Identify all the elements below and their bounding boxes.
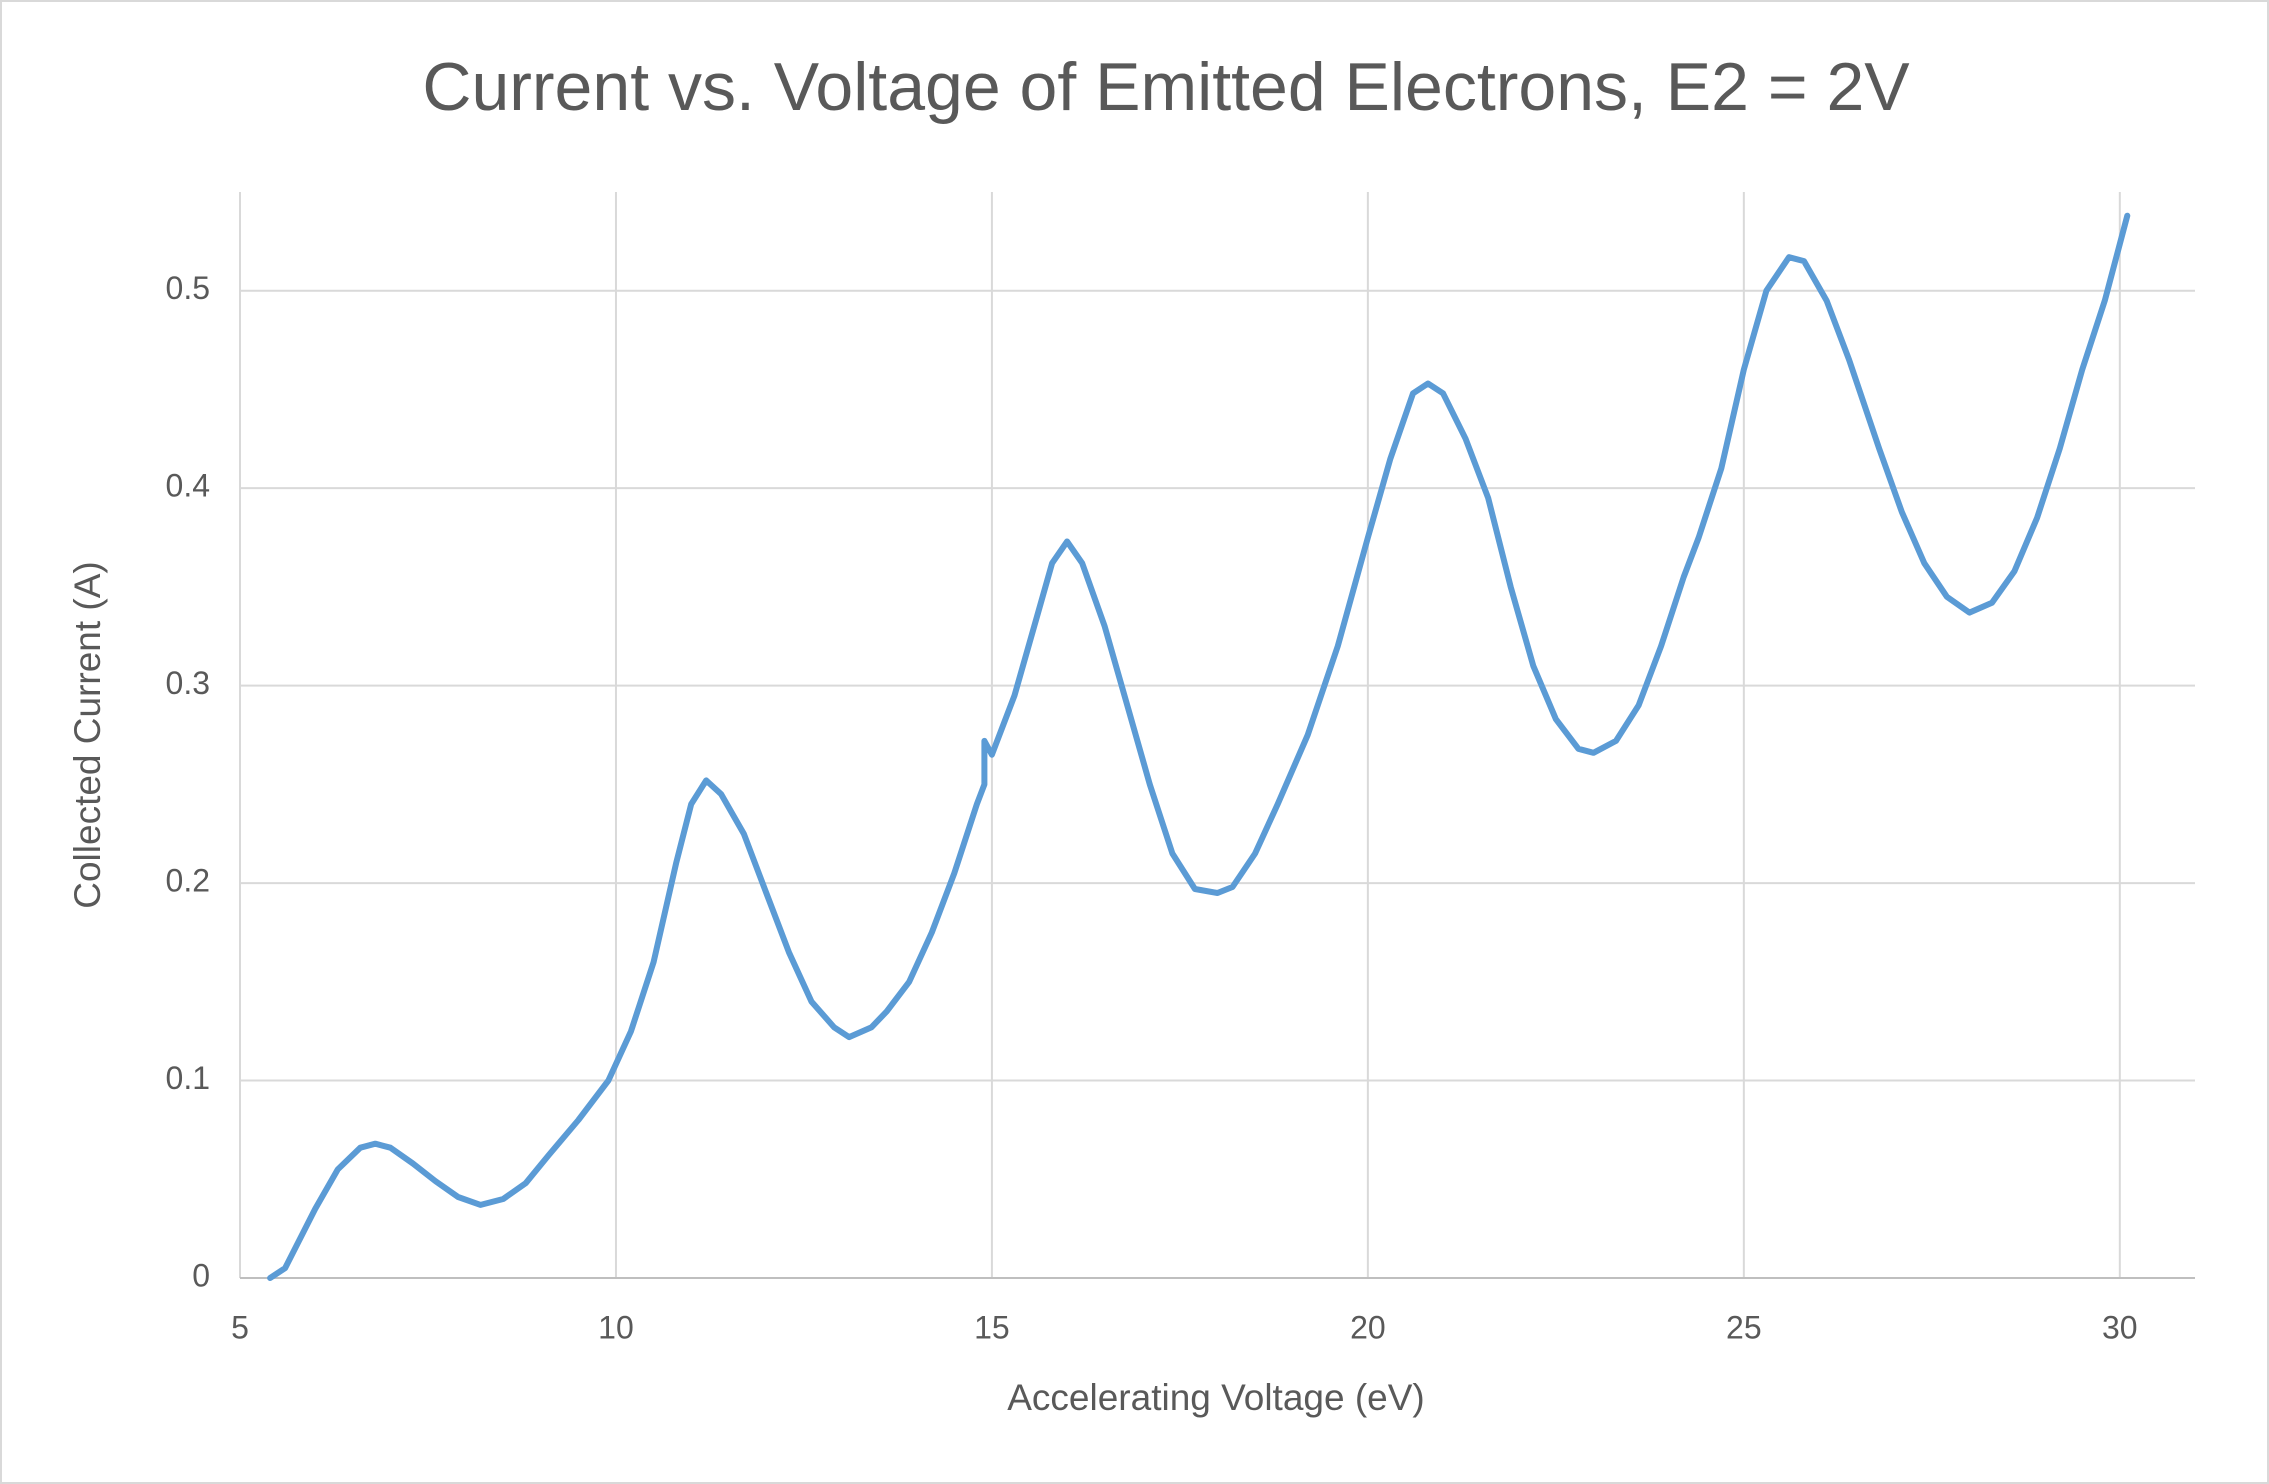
y-tick-label: 0.4 [166, 468, 210, 504]
x-tick-label: 30 [2102, 1309, 2138, 1345]
y-tick-label: 0.5 [166, 270, 210, 306]
x-tick-label: 5 [231, 1309, 249, 1345]
chart-title: Current vs. Voltage of Emitted Electrons… [422, 49, 1910, 125]
y-tick-label: 0.3 [166, 665, 210, 701]
y-tick-label: 0 [192, 1257, 210, 1293]
x-tick-label: 20 [1350, 1309, 1386, 1345]
x-tick-label: 10 [598, 1309, 634, 1345]
data-line [267, 212, 2131, 1281]
x-tick-label: 25 [1726, 1309, 1762, 1345]
x-axis-label: Accelerating Voltage (eV) [1007, 1377, 1425, 1418]
y-axis-label: Collected Current (A) [67, 561, 108, 909]
x-tick-label: 15 [974, 1309, 1010, 1345]
y-tick-label: 0.1 [166, 1060, 210, 1096]
y-tick-label: 0.2 [166, 863, 210, 899]
